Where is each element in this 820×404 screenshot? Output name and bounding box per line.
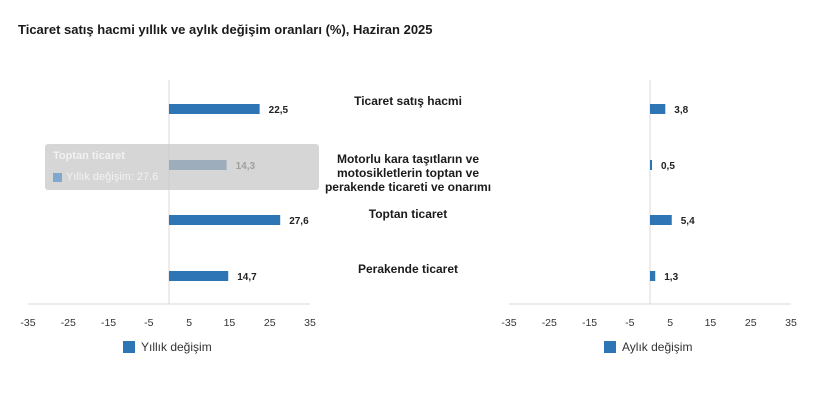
bar-yillik	[169, 215, 281, 225]
bar-aylik	[650, 271, 656, 281]
category-label: Ticaret satış hacmi	[354, 94, 462, 108]
tooltip: Toptan ticaret Yıllık değişim: 27.6	[45, 144, 319, 190]
x-tick-yillik: 15	[224, 317, 236, 329]
bar-yillik	[169, 271, 229, 281]
bar-yillik	[169, 104, 260, 114]
x-tick-yillik: 5	[186, 317, 192, 329]
chart-title: Ticaret satış hacmi yıllık ve aylık deği…	[18, 22, 433, 37]
bar-value-label-yillik: 14,7	[237, 272, 257, 283]
bar-aylik	[650, 104, 666, 114]
bar-value-label-aylik: 3,8	[674, 105, 688, 116]
legend-yillik[interactable]: Yıllık değişim	[123, 340, 212, 354]
x-tick-yillik: -5	[144, 317, 153, 329]
x-tick-aylik: -15	[582, 317, 597, 329]
tooltip-value: 27.6	[136, 171, 159, 183]
tooltip-row: Yıllık değişim: 27.6	[53, 171, 158, 183]
category-label: motosikletlerin toptan ve	[337, 166, 479, 180]
legend-label-yillik: Yıllık değişim	[141, 340, 212, 354]
bar-value-label-aylik: 1,3	[664, 272, 678, 283]
category-label: Toptan ticaret	[369, 207, 447, 221]
x-tick-aylik: -35	[501, 317, 516, 329]
bar-aylik	[650, 215, 672, 225]
bar-value-label-yillik: 27,6	[289, 216, 309, 227]
category-label: Perakende ticaret	[358, 262, 458, 276]
tooltip-series: Yıllık değişim	[66, 171, 131, 183]
bar-aylik	[650, 160, 653, 170]
x-tick-aylik: 5	[667, 317, 673, 329]
category-label: Motorlu kara taşıtların ve	[337, 152, 479, 166]
x-tick-yillik: -25	[61, 317, 76, 329]
bar-value-label-aylik: 0,5	[661, 161, 675, 172]
category-label: perakende ticareti ve onarımı	[325, 180, 491, 194]
x-tick-aylik: -5	[625, 317, 634, 329]
x-tick-yillik: -35	[20, 317, 35, 329]
legend-swatch-yillik	[123, 341, 135, 353]
x-tick-yillik: 35	[304, 317, 316, 329]
x-tick-aylik: 35	[785, 317, 797, 329]
tooltip-title: Toptan ticaret	[53, 150, 125, 162]
bar-value-label-aylik: 5,4	[681, 216, 695, 227]
x-tick-aylik: 25	[745, 317, 757, 329]
x-tick-aylik: 15	[705, 317, 717, 329]
legend-swatch-aylik	[604, 341, 616, 353]
tooltip-swatch	[53, 172, 62, 182]
x-tick-yillik: -15	[101, 317, 116, 329]
tooltip-sep: :	[130, 171, 137, 183]
x-tick-yillik: 25	[264, 317, 276, 329]
x-tick-aylik: -25	[542, 317, 557, 329]
legend-aylik[interactable]: Aylık değişim	[604, 340, 692, 354]
bar-value-label-yillik: 22,5	[269, 105, 289, 116]
legend-label-aylik: Aylık değişim	[622, 340, 693, 354]
